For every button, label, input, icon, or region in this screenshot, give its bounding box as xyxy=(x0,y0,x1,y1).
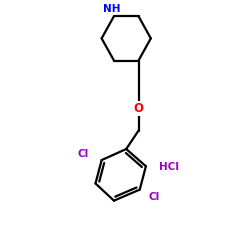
Text: HCl: HCl xyxy=(160,162,180,172)
Text: O: O xyxy=(134,102,143,115)
Text: Cl: Cl xyxy=(78,149,89,159)
Text: Cl: Cl xyxy=(149,192,160,202)
Text: NH: NH xyxy=(103,4,121,14)
